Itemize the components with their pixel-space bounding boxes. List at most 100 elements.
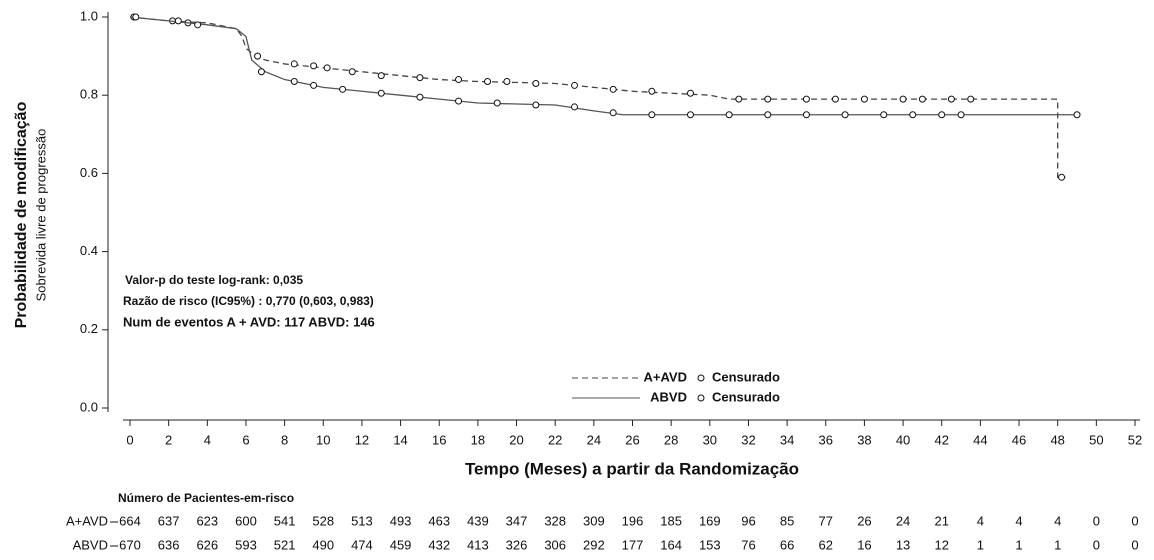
at-risk-value: 0	[1093, 537, 1100, 552]
at-risk-value: 413	[467, 537, 489, 552]
censored-marker	[416, 93, 424, 101]
at-risk-value: 637	[158, 513, 180, 528]
at-risk-value: 474	[351, 537, 373, 552]
censored-marker	[348, 68, 356, 76]
at-risk-value: 1	[977, 537, 984, 552]
at-risk-value: 169	[699, 513, 721, 528]
legend-label: ABVD	[650, 389, 687, 404]
censored-marker	[1058, 173, 1066, 181]
censored-marker	[725, 111, 733, 119]
at-risk-value: 77	[819, 513, 833, 528]
at-risk-value: 96	[741, 513, 755, 528]
censored-marker	[735, 95, 743, 103]
at-risk-value: 66	[780, 537, 794, 552]
at-risk-value: 85	[780, 513, 794, 528]
at-risk-value: 62	[819, 537, 833, 552]
at-risk-value: 490	[312, 537, 334, 552]
at-risk-value: 664	[119, 513, 141, 528]
x-tick-label: 34	[780, 432, 794, 447]
x-tick-label: 36	[819, 432, 833, 447]
x-tick-label: 38	[857, 432, 871, 447]
censored-marker	[290, 78, 298, 86]
censored-marker	[194, 21, 202, 29]
at-risk-label: A+AVD	[66, 513, 108, 528]
censored-marker	[1073, 111, 1081, 119]
censored-marker	[967, 95, 975, 103]
censored-marker	[899, 95, 907, 103]
at-risk-value: 670	[119, 537, 141, 552]
censored-marker	[484, 78, 492, 86]
at-risk-value: 1	[1015, 537, 1022, 552]
x-tick-label: 14	[393, 432, 407, 447]
at-risk-value: 459	[390, 537, 412, 552]
at-risk-value: 593	[235, 537, 257, 552]
x-tick-label: 2	[165, 432, 172, 447]
at-risk-value: 600	[235, 513, 257, 528]
at-risk-value: 309	[583, 513, 605, 528]
y-tick-label: 0.4	[80, 243, 98, 258]
at-risk-value: 521	[274, 537, 296, 552]
censored-marker	[648, 111, 656, 119]
censored-marker	[764, 95, 772, 103]
censored-marker	[339, 85, 347, 93]
y-tick-label: 1.0	[80, 8, 98, 23]
x-tick-label: 24	[587, 432, 601, 447]
censored-marker	[957, 111, 965, 119]
x-tick-label: 42	[934, 432, 948, 447]
x-tick-label: 10	[316, 432, 330, 447]
y-sublabel: Sobrevida livre de progressão	[33, 129, 48, 302]
censored-marker	[257, 68, 265, 76]
at-risk-value: 541	[274, 513, 296, 528]
y-tick-label: 0.0	[80, 399, 98, 414]
legend-marker	[697, 394, 705, 402]
at-risk-value: 328	[544, 513, 566, 528]
censored-marker	[571, 81, 579, 89]
y-label: Probabilidade de modificação	[13, 101, 30, 328]
x-tick-label: 16	[432, 432, 446, 447]
x-tick-label: 8	[281, 432, 288, 447]
at-risk-value: 1	[1054, 537, 1061, 552]
at-risk-value: 177	[622, 537, 644, 552]
censored-marker	[571, 103, 579, 111]
censored-marker	[377, 72, 385, 80]
at-risk-value: 164	[660, 537, 682, 552]
at-risk-value: 13	[896, 537, 910, 552]
censored-marker	[938, 111, 946, 119]
censored-marker	[880, 111, 888, 119]
censored-marker	[310, 81, 318, 89]
survival-line	[129, 16, 1078, 116]
at-risk-value: 196	[622, 513, 644, 528]
at-risk-value: 306	[544, 537, 566, 552]
x-tick-label: 48	[1050, 432, 1064, 447]
annotation: Razão de risco (IC95%) : 0,770 (0,603, 0…	[123, 294, 374, 308]
at-risk-value: 0	[1131, 537, 1138, 552]
legend-censored-label: Censurado	[712, 389, 780, 404]
at-risk-value: 16	[857, 537, 871, 552]
at-risk-value: 185	[660, 513, 682, 528]
at-risk-value: 528	[312, 513, 334, 528]
censored-marker	[918, 95, 926, 103]
x-tick-label: 18	[471, 432, 485, 447]
at-risk-value: 463	[428, 513, 450, 528]
at-risk-title: Número de Pacientes-em-risco	[118, 491, 294, 505]
x-tick-label: 26	[625, 432, 639, 447]
at-risk-value: 0	[1093, 513, 1100, 528]
x-tick-label: 28	[664, 432, 678, 447]
x-tick-label: 0	[126, 432, 133, 447]
x-label: Tempo (Meses) a partir da Randomização	[465, 459, 799, 478]
at-risk-value: 347	[506, 513, 528, 528]
at-risk-value: 292	[583, 537, 605, 552]
x-tick-label: 4	[204, 432, 211, 447]
censored-marker	[764, 111, 772, 119]
censored-marker	[909, 111, 917, 119]
censored-marker	[609, 109, 617, 117]
at-risk-value: 153	[699, 537, 721, 552]
at-risk-value: 21	[934, 513, 948, 528]
at-risk-value: 4	[1054, 513, 1061, 528]
at-risk-label: ABVD	[73, 537, 108, 552]
censored-marker	[323, 64, 331, 72]
at-risk-value: 26	[857, 513, 871, 528]
censored-marker	[310, 62, 318, 70]
annotation: Num de eventos A + AVD: 117 ABVD: 146	[123, 314, 375, 329]
